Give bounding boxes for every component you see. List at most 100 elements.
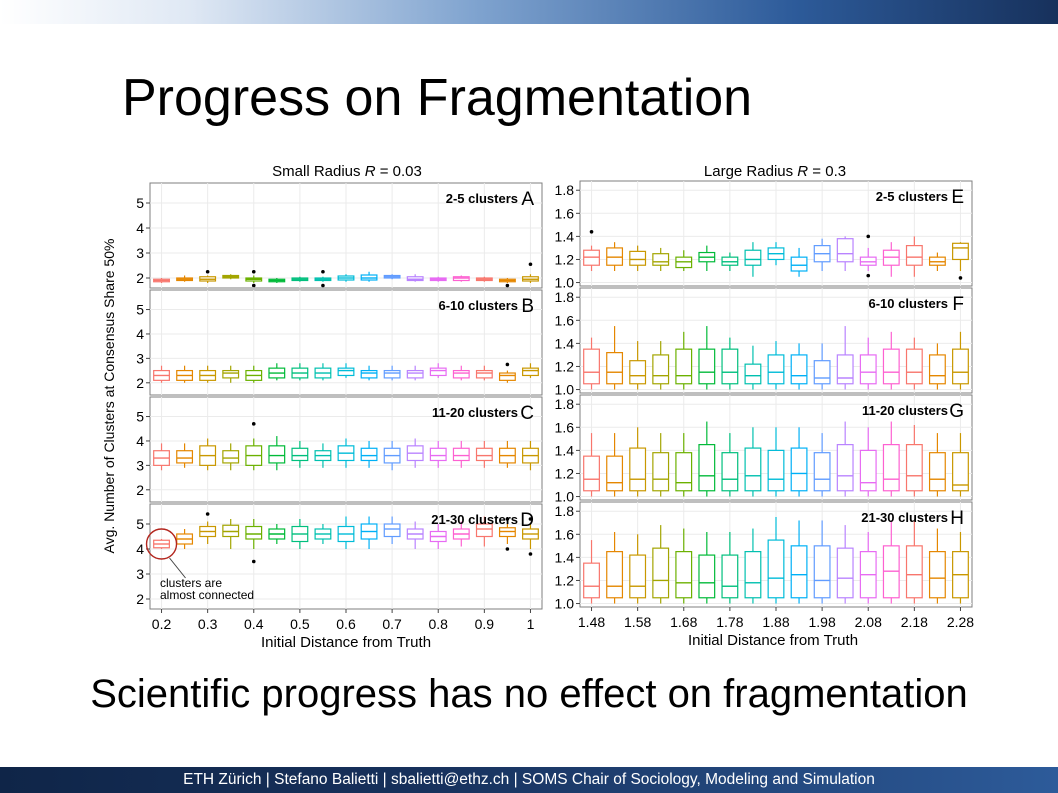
y-tick-label: 4 bbox=[136, 541, 144, 557]
box-iqr bbox=[744, 249, 762, 266]
panel-letter: H bbox=[950, 508, 964, 529]
box-iqr bbox=[583, 348, 600, 385]
box-iqr bbox=[836, 547, 854, 599]
box-iqr bbox=[652, 253, 670, 266]
box-iqr bbox=[629, 447, 647, 492]
box-iqr bbox=[629, 360, 647, 385]
outlier-point bbox=[528, 262, 533, 267]
x-tick-label: 0.8 bbox=[429, 616, 449, 632]
box-iqr bbox=[245, 525, 263, 540]
outlier-point bbox=[205, 512, 210, 516]
y-tick-label: 4 bbox=[136, 433, 144, 449]
panel-letter: G bbox=[949, 401, 964, 422]
y-tick-label: 2 bbox=[136, 591, 144, 607]
box-iqr bbox=[790, 354, 808, 385]
box-iqr bbox=[721, 452, 739, 492]
slide-title: Progress on Fragmentation bbox=[122, 69, 753, 127]
chart-title-symbol: R bbox=[797, 163, 808, 180]
x-tick-label: 1.68 bbox=[670, 614, 697, 630]
panel-label: 6-10 clusters bbox=[439, 298, 519, 313]
panel-label: 2-5 clusters bbox=[876, 189, 948, 204]
box-iqr bbox=[675, 348, 693, 385]
panel-letter: C bbox=[520, 403, 534, 424]
box-iqr bbox=[475, 523, 493, 538]
y-tick-label: 1.4 bbox=[555, 549, 575, 565]
box-iqr bbox=[360, 447, 378, 462]
panel-label: 21-30 clusters bbox=[861, 510, 948, 525]
box-iqr bbox=[905, 545, 923, 599]
chart-title-value: = 0.03 bbox=[376, 163, 422, 180]
box-iqr bbox=[836, 354, 854, 385]
box-iqr bbox=[813, 545, 831, 599]
outlier-point bbox=[505, 283, 510, 288]
y-tick-label: 3 bbox=[136, 350, 144, 366]
outlier-point bbox=[251, 269, 256, 274]
box-iqr bbox=[498, 372, 516, 381]
panel-letter: F bbox=[952, 294, 964, 315]
outlier-point bbox=[589, 229, 594, 234]
y-tick-label: 1.0 bbox=[555, 382, 575, 398]
y-tick-label: 1.6 bbox=[555, 312, 575, 328]
box-iqr bbox=[452, 369, 470, 379]
x-tick-label: 0.7 bbox=[382, 616, 402, 632]
outlier-point bbox=[251, 559, 256, 564]
box-iqr bbox=[721, 554, 739, 599]
box-iqr bbox=[952, 348, 969, 385]
box-iqr bbox=[767, 449, 785, 492]
box-iqr bbox=[360, 369, 378, 379]
outlier-point bbox=[321, 283, 325, 288]
x-tick-label: 1.98 bbox=[808, 614, 835, 630]
box-iqr bbox=[859, 354, 877, 385]
box-iqr bbox=[905, 245, 923, 266]
x-tick-label: 2.28 bbox=[947, 614, 974, 630]
box-iqr bbox=[583, 455, 600, 492]
box-iqr bbox=[928, 452, 946, 492]
y-tick-label: 5 bbox=[136, 195, 144, 211]
outlier-point bbox=[321, 269, 325, 274]
y-tick-label: 1.6 bbox=[555, 526, 575, 542]
y-tick-label: 2 bbox=[136, 482, 144, 498]
box-iqr bbox=[406, 369, 424, 379]
box-iqr bbox=[767, 539, 785, 599]
annotation-text: almost connected bbox=[160, 588, 254, 602]
box-iqr bbox=[522, 367, 539, 377]
box-iqr bbox=[905, 444, 923, 492]
y-tick-label: 1.8 bbox=[555, 182, 575, 198]
y-tick-label: 3 bbox=[136, 566, 144, 582]
footer-bar: ETH Zürich | Stefano Balietti | sbaliett… bbox=[0, 767, 1058, 793]
box-iqr bbox=[176, 450, 194, 464]
x-tick-label: 1.58 bbox=[624, 614, 651, 630]
x-tick-label: 2.08 bbox=[855, 614, 882, 630]
y-tick-label: 1.4 bbox=[555, 228, 575, 244]
box-iqr bbox=[652, 354, 670, 385]
annotation-circle bbox=[145, 528, 178, 560]
box-iqr bbox=[698, 444, 716, 492]
box-iqr bbox=[429, 367, 447, 377]
outlier-point bbox=[528, 552, 533, 556]
y-tick-label: 2 bbox=[136, 375, 144, 391]
x-tick-label: 0.4 bbox=[244, 616, 264, 632]
chart-title-text: Small Radius bbox=[272, 163, 365, 180]
box-iqr bbox=[813, 360, 831, 385]
y-tick-label: 4 bbox=[136, 326, 144, 342]
box-iqr bbox=[744, 363, 762, 385]
box-iqr bbox=[606, 352, 624, 385]
box-iqr bbox=[952, 242, 969, 261]
box-iqr bbox=[606, 551, 624, 599]
panel-label: 11-20 clusters bbox=[862, 403, 948, 418]
outlier-point bbox=[505, 362, 510, 367]
y-tick-label: 5 bbox=[136, 409, 144, 425]
box-iqr bbox=[836, 444, 854, 492]
x-tick-label: 1 bbox=[527, 616, 535, 632]
y-tick-label: 1.8 bbox=[555, 503, 575, 519]
y-tick-label: 1.6 bbox=[555, 205, 575, 221]
box-iqr bbox=[790, 256, 808, 272]
panel-letter: D bbox=[520, 510, 534, 531]
outlier-point bbox=[528, 517, 533, 521]
y-tick-label: 1.2 bbox=[555, 465, 575, 481]
y-tick-label: 1.8 bbox=[555, 396, 575, 412]
y-tick-label: 1.6 bbox=[555, 419, 575, 435]
outlier-point bbox=[251, 422, 256, 426]
y-tick-label: 1.0 bbox=[555, 596, 575, 612]
box-iqr bbox=[629, 250, 647, 266]
